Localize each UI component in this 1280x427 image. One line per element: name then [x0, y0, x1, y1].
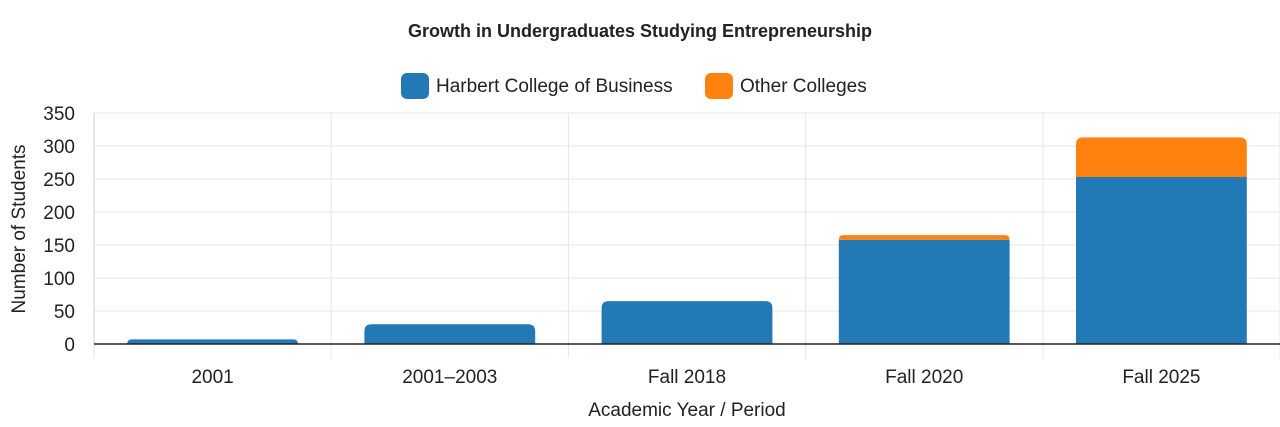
- y-tick-label: 0: [64, 335, 75, 356]
- y-tick-label: 350: [43, 104, 75, 125]
- x-tick-label: 2001–2003: [402, 367, 497, 388]
- bar-other-4[interactable]: [1076, 137, 1247, 178]
- bar-harbert-1[interactable]: [364, 324, 536, 344]
- legend-swatch-other: [705, 73, 733, 99]
- bar-harbert-4[interactable]: [1076, 177, 1247, 344]
- y-tick-label: 300: [43, 137, 75, 158]
- legend-label-other: Other Colleges: [740, 76, 867, 97]
- legend-label-harbert: Harbert College of Business: [436, 76, 673, 97]
- x-axis-ticks: 2001 2001–2003 Fall 2018 Fall 2020 Fall 2025: [191, 367, 1200, 388]
- y-tick-label: 250: [43, 170, 75, 191]
- chart-title: Growth in Undergraduates Studying Entrep…: [408, 21, 872, 41]
- bar-other-3[interactable]: [838, 235, 1010, 240]
- legend-item-other[interactable]: Other Colleges: [705, 73, 867, 99]
- legend-swatch-harbert: [401, 73, 429, 99]
- y-axis-title: Number of Students: [9, 145, 30, 314]
- legend-item-harbert[interactable]: Harbert College of Business: [401, 73, 673, 99]
- bars: [127, 137, 1247, 344]
- x-tick-label: 2001: [191, 367, 233, 388]
- x-tick-label: Fall 2020: [885, 367, 963, 388]
- gridlines: [93, 112, 1280, 358]
- legend: Harbert College of Business Other Colleg…: [401, 73, 867, 99]
- y-tick-label: 100: [43, 269, 75, 290]
- y-tick-label: 150: [43, 236, 75, 257]
- bar-harbert-0[interactable]: [127, 339, 298, 344]
- bar-harbert-2[interactable]: [601, 301, 773, 344]
- y-tick-label: 200: [43, 203, 75, 224]
- y-axis-ticks: 0 50 100 150 200 250 300 350: [43, 104, 75, 356]
- x-tick-label: Fall 2025: [1122, 367, 1200, 388]
- y-tick-label: 50: [54, 302, 75, 323]
- bar-harbert-3[interactable]: [838, 239, 1010, 344]
- x-tick-label: Fall 2018: [648, 367, 726, 388]
- x-axis-title: Academic Year / Period: [588, 400, 786, 421]
